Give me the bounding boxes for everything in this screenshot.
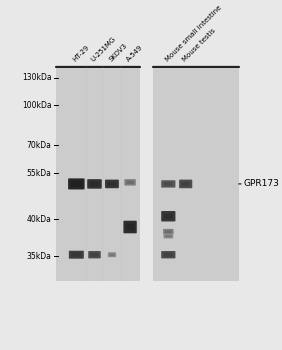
FancyBboxPatch shape (88, 251, 101, 258)
FancyBboxPatch shape (179, 180, 192, 188)
FancyBboxPatch shape (163, 229, 174, 234)
FancyBboxPatch shape (68, 178, 85, 189)
Text: Mouse testis: Mouse testis (181, 27, 217, 62)
Text: 70kDa: 70kDa (27, 141, 51, 150)
Text: A-549: A-549 (126, 44, 144, 62)
FancyBboxPatch shape (164, 214, 173, 219)
FancyBboxPatch shape (153, 65, 239, 281)
FancyBboxPatch shape (164, 253, 173, 257)
FancyBboxPatch shape (126, 181, 134, 184)
FancyBboxPatch shape (161, 211, 175, 222)
FancyBboxPatch shape (71, 253, 81, 257)
Text: 35kDa: 35kDa (27, 252, 51, 261)
Text: 130kDa: 130kDa (22, 73, 51, 82)
Text: HT-29: HT-29 (72, 44, 91, 62)
FancyBboxPatch shape (69, 251, 84, 259)
Text: U-251MG: U-251MG (90, 35, 117, 62)
Text: SKOV3: SKOV3 (108, 42, 128, 62)
Text: 55kDa: 55kDa (27, 169, 51, 178)
FancyBboxPatch shape (161, 251, 175, 258)
FancyBboxPatch shape (109, 253, 114, 256)
FancyBboxPatch shape (181, 182, 190, 186)
FancyBboxPatch shape (165, 235, 171, 237)
FancyBboxPatch shape (71, 181, 82, 187)
FancyBboxPatch shape (126, 223, 135, 231)
FancyBboxPatch shape (108, 252, 116, 257)
Text: Mouse small intestine: Mouse small intestine (164, 4, 222, 62)
Text: 100kDa: 100kDa (22, 101, 51, 110)
FancyBboxPatch shape (90, 253, 99, 257)
FancyBboxPatch shape (164, 234, 173, 238)
FancyBboxPatch shape (87, 179, 102, 189)
Text: 40kDa: 40kDa (27, 215, 51, 224)
FancyBboxPatch shape (124, 179, 136, 186)
Text: GPR173: GPR173 (239, 180, 280, 188)
FancyBboxPatch shape (107, 182, 116, 186)
FancyBboxPatch shape (90, 181, 99, 187)
FancyBboxPatch shape (56, 65, 140, 281)
FancyBboxPatch shape (165, 230, 172, 233)
FancyBboxPatch shape (161, 180, 175, 188)
FancyBboxPatch shape (105, 180, 119, 188)
FancyBboxPatch shape (124, 221, 137, 233)
FancyBboxPatch shape (164, 182, 173, 186)
